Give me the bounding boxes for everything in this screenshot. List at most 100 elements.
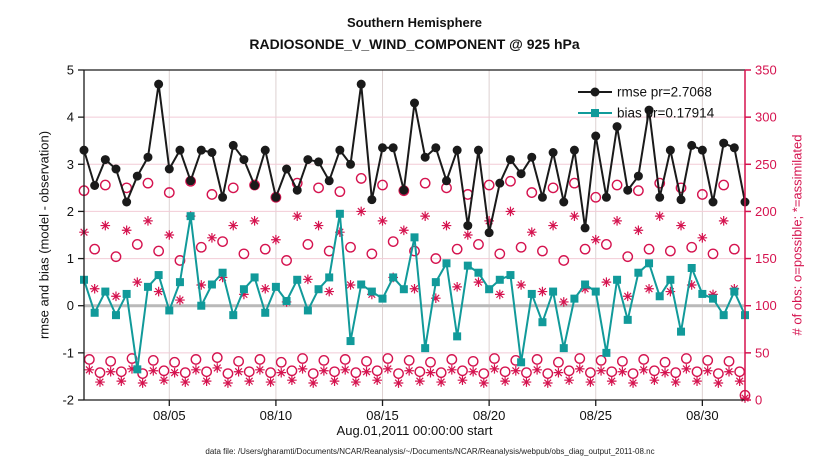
- possible-obs-marker: [110, 251, 122, 263]
- asterisk-marker: [633, 225, 644, 236]
- rmse-marker: [559, 197, 569, 207]
- rmse-marker: [367, 195, 377, 205]
- bias-marker: [239, 285, 248, 294]
- bias-marker: [719, 311, 728, 320]
- legend-marker: [590, 87, 600, 97]
- y-axis-right: 0 50 100 150 200 250 300 350: [744, 63, 777, 408]
- asterisk-marker: [670, 377, 681, 387]
- possible-obs-marker: [616, 355, 628, 367]
- rmse-marker: [687, 140, 697, 150]
- possible-obs-marker: [153, 245, 165, 257]
- asterisk-marker: [308, 378, 319, 388]
- possible-obs-marker: [163, 187, 175, 198]
- asterisk-marker: [84, 365, 95, 375]
- asterisk-marker: [644, 283, 654, 294]
- bias-marker: [186, 212, 195, 221]
- asterisk-marker: [521, 377, 532, 387]
- asterisk-marker: [676, 220, 686, 231]
- asterisk-marker: [473, 277, 484, 287]
- legend-label: bias pr=0.17914: [617, 106, 715, 121]
- rmse-marker: [697, 145, 707, 155]
- possible-obs-marker: [115, 366, 127, 378]
- bias-marker: [602, 348, 611, 357]
- possible-obs-marker: [451, 243, 463, 255]
- asterisk-marker: [617, 366, 628, 377]
- possible-obs-marker: [499, 366, 511, 378]
- rmse-series: [79, 79, 750, 238]
- rmse-marker: [612, 122, 622, 132]
- bias-marker: [122, 289, 131, 298]
- bias-marker: [549, 287, 558, 296]
- rmse-marker: [569, 145, 579, 155]
- asterisk-marker: [478, 378, 489, 388]
- rmse-marker: [591, 131, 601, 141]
- possible-obs-marker: [83, 354, 95, 365]
- x-tick-label: 08/15: [366, 408, 399, 423]
- rmse-marker: [186, 176, 196, 186]
- y-left-tick-label: 2: [67, 204, 74, 219]
- possible-obs-marker: [489, 353, 500, 364]
- bias-marker: [229, 311, 238, 320]
- rmse-marker: [516, 169, 526, 179]
- possible-obs-marker: [286, 365, 298, 377]
- bias-marker: [709, 294, 718, 303]
- asterisk-marker: [287, 375, 297, 385]
- rmse-marker: [90, 181, 100, 190]
- rmse-marker: [580, 223, 590, 233]
- possible-obs-marker: [345, 241, 356, 253]
- asterisk-marker: [180, 377, 191, 387]
- rmse-marker: [495, 178, 505, 188]
- asterisk-marker: [553, 367, 564, 378]
- bias-marker: [303, 306, 312, 315]
- bias-marker: [570, 294, 579, 303]
- bias-marker: [101, 287, 110, 296]
- asterisk-marker: [718, 216, 729, 226]
- rmse-marker: [410, 98, 419, 108]
- rmse-marker: [388, 143, 398, 153]
- asterisk-marker: [404, 365, 414, 376]
- asterisk-marker: [340, 365, 351, 375]
- bias-marker: [133, 365, 142, 374]
- possible-obs-marker: [542, 368, 554, 379]
- rmse-marker: [665, 145, 675, 155]
- possible-obs-marker: [643, 243, 655, 255]
- bias-marker: [442, 259, 451, 268]
- bias-marker: [197, 301, 206, 310]
- asterisk-marker: [708, 289, 718, 300]
- asterisk-marker: [425, 367, 436, 378]
- possible-obs-marker: [638, 354, 650, 365]
- rmse-marker: [100, 155, 110, 165]
- rmse-marker: [175, 145, 185, 155]
- possible-obs-marker: [553, 356, 564, 368]
- asterisk-marker: [569, 211, 580, 221]
- possible-obs-marker: [361, 355, 372, 367]
- data-file-caption: data file: /Users/gharamti/Documents/NCA…: [205, 447, 655, 456]
- asterisk-marker: [654, 211, 665, 221]
- possible-obs-marker: [622, 251, 634, 263]
- possible-obs-marker: [227, 182, 239, 194]
- possible-obs-marker: [297, 353, 308, 364]
- possible-obs-marker: [680, 353, 692, 364]
- possible-obs-marker: [531, 354, 543, 365]
- bias-marker: [261, 308, 270, 317]
- rmse-marker: [527, 152, 537, 162]
- asterisk-marker: [420, 211, 430, 221]
- y-left-tick-label: -1: [62, 345, 74, 360]
- bias-marker: [538, 318, 547, 327]
- possible-obs-marker: [233, 355, 244, 367]
- rmse-marker: [239, 155, 249, 165]
- possible-obs-marker: [334, 186, 346, 198]
- asterisk-marker: [271, 234, 281, 245]
- possible-obs-marker: [211, 352, 223, 363]
- asterisk-marker: [164, 230, 175, 240]
- rmse-marker: [463, 221, 473, 231]
- possible-obs-marker: [563, 365, 575, 377]
- rmse-marker: [708, 197, 718, 207]
- bias-marker: [250, 273, 259, 282]
- asterisk-marker: [159, 375, 169, 385]
- asterisk-marker: [356, 206, 366, 217]
- rmse-marker: [164, 164, 174, 174]
- rmse-marker: [719, 138, 729, 148]
